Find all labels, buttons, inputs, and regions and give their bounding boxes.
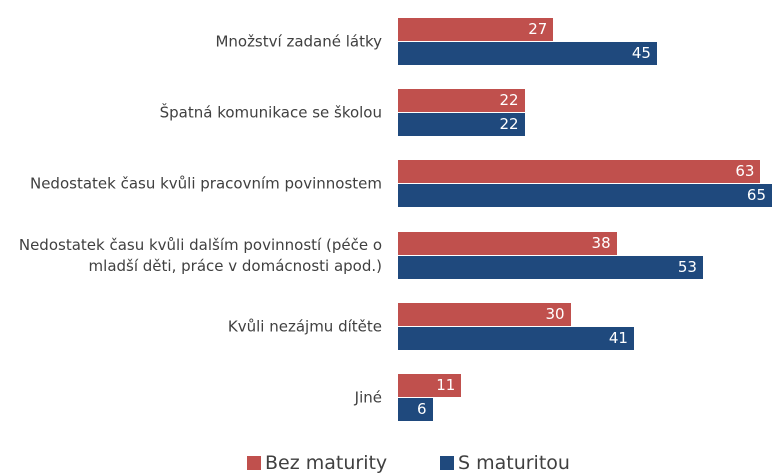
- legend-label: S maturitou: [458, 452, 570, 473]
- bar: 27: [398, 18, 554, 41]
- bar: 63: [398, 160, 761, 184]
- legend-entry: S maturitou: [440, 452, 570, 473]
- value-label: 38: [591, 233, 611, 252]
- bar: 53: [398, 255, 703, 279]
- value-label: 45: [631, 44, 651, 62]
- bar: 45: [398, 42, 657, 65]
- value-label: 41: [608, 328, 628, 347]
- category-label: Nedostatek času kvůli dalším povinností …: [18, 235, 382, 275]
- category-label: Jiné: [354, 388, 382, 407]
- value-label: 27: [528, 20, 548, 38]
- value-label: 22: [499, 115, 519, 134]
- value-label: 6: [416, 400, 427, 418]
- bar: 30: [398, 302, 571, 326]
- value-label: 63: [735, 162, 755, 181]
- bar: 6: [398, 398, 433, 421]
- value-label: 53: [677, 257, 697, 276]
- category-label: Nedostatek času kvůli pracovním povinnos…: [29, 174, 382, 193]
- bar: 38: [398, 231, 617, 255]
- bar: 22: [398, 89, 525, 113]
- legend-label: Bez maturity: [265, 452, 388, 473]
- legend-entry: Bez maturity: [247, 452, 387, 473]
- bar: 22: [398, 113, 525, 137]
- value-label: 11: [436, 376, 456, 394]
- category-label: Kvůli nezájmu dítěte: [227, 317, 382, 336]
- bar: 41: [398, 326, 634, 350]
- legend-swatch: [247, 456, 261, 470]
- bar: 65: [398, 184, 772, 208]
- bar: 11: [398, 374, 462, 397]
- value-label: 65: [746, 186, 766, 205]
- category-label: Špatná komunikace se školou: [159, 103, 382, 122]
- value-label: 30: [545, 304, 565, 323]
- legend-swatch: [440, 456, 454, 470]
- value-label: 22: [499, 91, 519, 110]
- category-label: Množství zadané látky: [215, 32, 382, 51]
